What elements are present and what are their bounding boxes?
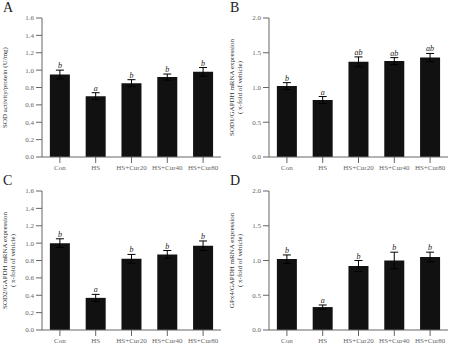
svg-text:Con: Con xyxy=(54,164,66,172)
svg-text:b: b xyxy=(165,65,169,74)
svg-text:SOD2/GAPDH mRNA expression( x-: SOD2/GAPDH mRNA expression( x-fold of ve… xyxy=(8,212,17,309)
svg-text:HS: HS xyxy=(318,164,327,172)
svg-text:0.0: 0.0 xyxy=(252,326,261,334)
svg-text:HS+Cur20: HS+Cur20 xyxy=(343,164,374,172)
svg-text:0.4: 0.4 xyxy=(25,119,34,127)
svg-text:0.4: 0.4 xyxy=(25,292,34,300)
svg-text:HS+Cur40: HS+Cur40 xyxy=(379,164,410,172)
svg-text:Con: Con xyxy=(54,337,66,345)
svg-text:1.4: 1.4 xyxy=(25,205,34,213)
svg-text:a: a xyxy=(321,296,325,305)
svg-text:b: b xyxy=(58,61,62,70)
svg-text:0.5: 0.5 xyxy=(252,292,261,300)
svg-text:HS+Cur40: HS+Cur40 xyxy=(152,164,183,172)
svg-text:1.6: 1.6 xyxy=(25,14,34,22)
svg-text:b: b xyxy=(129,245,133,254)
svg-text:b: b xyxy=(129,71,133,80)
svg-text:0.2: 0.2 xyxy=(25,309,34,317)
svg-text:2.0: 2.0 xyxy=(252,187,261,195)
svg-text:b: b xyxy=(356,252,360,261)
svg-text:0.6: 0.6 xyxy=(25,274,34,282)
svg-text:1.4: 1.4 xyxy=(25,32,34,40)
svg-text:0.5: 0.5 xyxy=(252,119,261,127)
svg-text:0.0: 0.0 xyxy=(252,153,261,161)
svg-text:0.6: 0.6 xyxy=(25,101,34,109)
svg-text:HS+Cur80: HS+Cur80 xyxy=(415,337,446,345)
svg-text:b: b xyxy=(285,246,289,255)
html-text:D: D xyxy=(230,173,241,188)
svg-text:GPx4/GAPDH mRNA expression( x-: GPx4/GAPDH mRNA expression( x-fold of ve… xyxy=(228,212,244,308)
svg-text:2.0: 2.0 xyxy=(252,14,261,22)
svg-text:HS: HS xyxy=(91,337,100,345)
svg-text:0.0: 0.0 xyxy=(25,153,34,161)
svg-text:0.2: 0.2 xyxy=(25,136,34,144)
svg-text:b: b xyxy=(58,230,62,239)
svg-text:0.0: 0.0 xyxy=(25,326,34,334)
svg-text:ab: ab xyxy=(354,48,362,57)
svg-text:1.0: 1.0 xyxy=(25,67,34,75)
svg-text:SOD activity/protein (U/mg): SOD activity/protein (U/mg) xyxy=(8,46,9,128)
svg-text:a: a xyxy=(321,88,325,97)
svg-text:HS+Cur20: HS+Cur20 xyxy=(343,337,374,345)
html-text:A: A xyxy=(3,0,14,15)
svg-text:HS+Cur80: HS+Cur80 xyxy=(188,164,219,172)
svg-text:SOD1/GAPDH mRNA expression( x-: SOD1/GAPDH mRNA expression( x-fold of ve… xyxy=(228,39,244,136)
svg-text:HS+Cur20: HS+Cur20 xyxy=(116,164,147,172)
svg-text:0.8: 0.8 xyxy=(25,84,34,92)
svg-text:HS+Cur20: HS+Cur20 xyxy=(116,337,147,345)
svg-text:1.0: 1.0 xyxy=(252,84,261,92)
svg-text:a: a xyxy=(94,285,98,294)
svg-text:ab: ab xyxy=(390,49,398,58)
svg-text:a: a xyxy=(94,84,98,93)
svg-text:HS+Cur80: HS+Cur80 xyxy=(188,337,219,345)
html-text:B: B xyxy=(230,0,240,15)
svg-text:HS+Cur40: HS+Cur40 xyxy=(379,337,410,345)
svg-text:b: b xyxy=(285,74,289,83)
svg-text:HS+Cur40: HS+Cur40 xyxy=(152,337,183,345)
svg-text:1.5: 1.5 xyxy=(252,49,261,57)
svg-text:1.6: 1.6 xyxy=(25,187,34,195)
svg-text:1.0: 1.0 xyxy=(25,240,34,248)
svg-text:b: b xyxy=(165,242,169,251)
svg-text:Con: Con xyxy=(281,337,293,345)
svg-text:HS: HS xyxy=(91,164,100,172)
svg-text:HS+Cur80: HS+Cur80 xyxy=(415,164,446,172)
html-text:C: C xyxy=(3,173,13,188)
svg-text:b: b xyxy=(392,243,396,252)
svg-text:1.2: 1.2 xyxy=(25,49,34,57)
svg-text:HS: HS xyxy=(318,337,327,345)
svg-text:b: b xyxy=(428,243,432,252)
svg-text:Con: Con xyxy=(281,164,293,172)
svg-text:ab: ab xyxy=(426,44,434,53)
svg-text:0.8: 0.8 xyxy=(25,257,34,265)
svg-text:1.2: 1.2 xyxy=(25,222,34,230)
svg-text:1.0: 1.0 xyxy=(252,257,261,265)
svg-text:b: b xyxy=(201,59,205,68)
svg-text:1.5: 1.5 xyxy=(252,222,261,230)
svg-text:b: b xyxy=(201,232,205,241)
